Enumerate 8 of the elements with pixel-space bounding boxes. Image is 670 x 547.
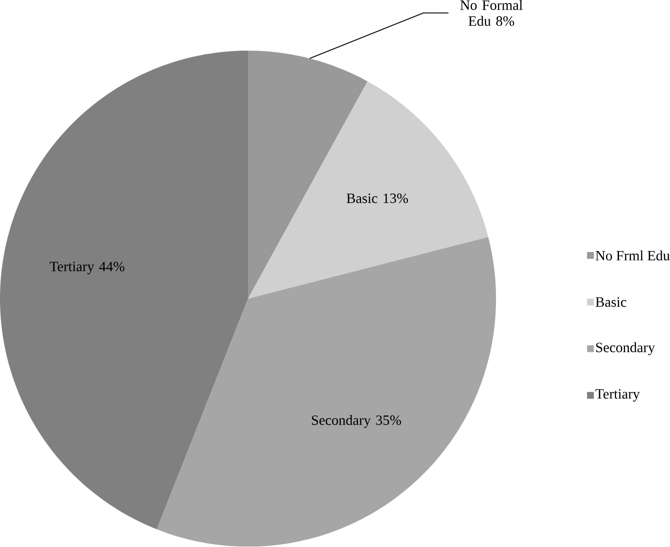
data-label: Tertiary 44%	[50, 262, 124, 274]
data-label: Basic 13%	[346, 194, 408, 204]
legend-label: Secondary	[596, 342, 655, 356]
data-label: No Formal Edu 8%	[460, 0, 523, 26]
data-label: Secondary 35%	[312, 415, 402, 428]
legend-label: Basic	[596, 297, 626, 308]
legend-label: Tertiary	[595, 389, 640, 402]
legend-label: No Frml Edu	[596, 250, 670, 261]
